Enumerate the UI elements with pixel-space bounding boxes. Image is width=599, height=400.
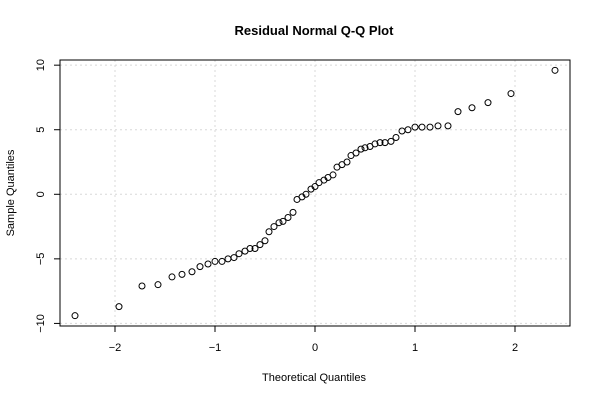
x-axis-label: Theoretical Quantiles bbox=[262, 372, 366, 384]
data-point bbox=[235, 250, 243, 258]
data-point bbox=[256, 241, 264, 249]
data-point bbox=[196, 263, 204, 271]
data-point bbox=[178, 270, 186, 278]
data-point bbox=[376, 139, 384, 147]
data-point bbox=[270, 223, 278, 231]
data-point bbox=[352, 149, 360, 157]
x-tick-label-0: −2 bbox=[109, 342, 122, 354]
data-point bbox=[204, 260, 212, 268]
data-point bbox=[289, 208, 297, 216]
x-tick-label-2: 0 bbox=[312, 342, 318, 354]
data-point bbox=[275, 219, 283, 227]
data-point bbox=[168, 273, 176, 281]
data-point bbox=[398, 127, 406, 135]
grid bbox=[60, 60, 570, 326]
data-point bbox=[551, 66, 559, 74]
data-point bbox=[265, 228, 273, 236]
x-tick-label-3: 1 bbox=[412, 342, 418, 354]
x-tick-label-1: −1 bbox=[209, 342, 222, 354]
data-point bbox=[357, 145, 365, 153]
data-point bbox=[418, 123, 426, 131]
data-point bbox=[454, 108, 462, 116]
data-point bbox=[211, 257, 219, 265]
data-point bbox=[251, 245, 259, 253]
data-point bbox=[284, 214, 292, 222]
data-point bbox=[361, 144, 369, 152]
data-point bbox=[343, 158, 351, 166]
data-point bbox=[71, 312, 79, 320]
y-tick-label-0: −10 bbox=[35, 314, 47, 333]
y-tick-label-2: 0 bbox=[35, 191, 47, 197]
data-point bbox=[444, 122, 452, 130]
data-point bbox=[154, 281, 162, 289]
data-point bbox=[371, 140, 379, 148]
plot-frame bbox=[59, 59, 571, 327]
data-point bbox=[302, 190, 310, 198]
data-point bbox=[188, 268, 196, 276]
data-point bbox=[138, 282, 146, 290]
data-point bbox=[392, 133, 400, 141]
x-tick-label-4: 2 bbox=[512, 342, 518, 354]
data-point bbox=[404, 126, 412, 134]
chart-title: Residual Normal Q-Q Plot bbox=[235, 23, 395, 38]
data-point bbox=[411, 123, 419, 131]
data-point bbox=[484, 99, 492, 107]
data-point bbox=[329, 171, 337, 179]
data-point bbox=[468, 104, 476, 112]
data-point bbox=[218, 257, 226, 265]
data-point bbox=[115, 303, 123, 311]
data-point bbox=[246, 245, 254, 253]
y-tick-label-4: 10 bbox=[35, 59, 47, 71]
data-points bbox=[71, 66, 559, 320]
data-point bbox=[426, 123, 434, 131]
data-point bbox=[230, 254, 238, 262]
data-point bbox=[434, 122, 442, 130]
y-tick-label-1: −5 bbox=[35, 253, 47, 266]
data-point bbox=[279, 217, 287, 225]
data-point bbox=[311, 183, 319, 191]
data-point bbox=[507, 90, 515, 98]
data-point bbox=[387, 137, 395, 145]
data-point bbox=[261, 237, 269, 245]
y-axis-label: Sample Quantiles bbox=[5, 149, 17, 236]
y-tick-label-3: 5 bbox=[35, 127, 47, 133]
